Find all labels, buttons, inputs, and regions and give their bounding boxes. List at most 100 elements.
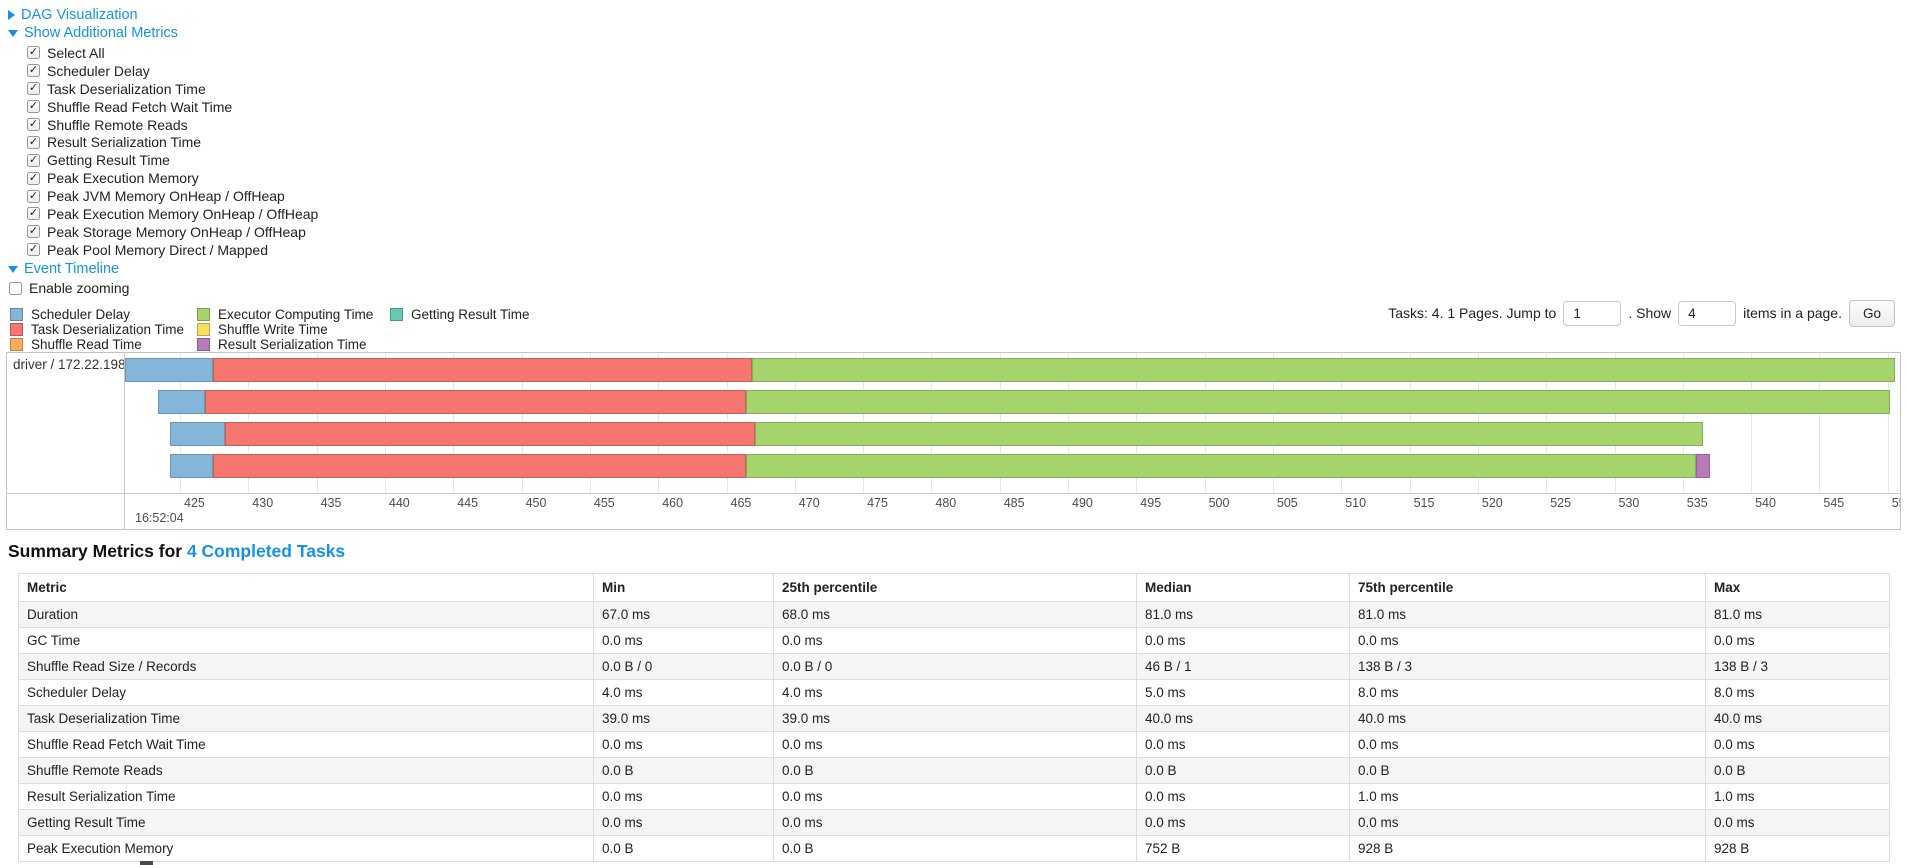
table-row: Shuffle Read Size / Records 0.0 B / 0 0.0 … xyxy=(18,653,1890,680)
metric-checkbox-label[interactable]: Peak Pool Memory Direct / Mapped xyxy=(47,241,268,258)
table-cell: 8.0 ms xyxy=(1349,679,1706,706)
task-pagination: Tasks: 4. 1 Pages. Jump to . Show items … xyxy=(1388,297,1895,329)
event-timeline-label: Event Timeline xyxy=(24,261,120,277)
task-bar-segment-scheduler-delay[interactable] xyxy=(158,390,205,414)
table-cell: Shuffle Read Fetch Wait Time xyxy=(18,731,594,758)
task-bar-segment-task-deserialization-time[interactable] xyxy=(204,390,746,414)
task-bar-segment-executor-computing-time[interactable] xyxy=(745,390,1891,414)
metric-checkbox[interactable]: ✓ xyxy=(27,207,40,221)
items-per-page-input[interactable] xyxy=(1678,300,1737,326)
metric-checkbox-label[interactable]: Task Deserialization Time xyxy=(47,80,206,97)
task-bar-segment-scheduler-delay[interactable] xyxy=(125,358,213,382)
completed-tasks-link[interactable]: 4 Completed Tasks xyxy=(186,541,346,561)
table-header-row: Metric Min 25th percentile Median 75th perce… xyxy=(18,573,1890,602)
jump-to-page-input[interactable] xyxy=(1563,300,1622,326)
legend-item: Shuffle Read Time xyxy=(10,337,197,352)
dag-visualization-label: DAG Visualization xyxy=(21,7,138,23)
table-cell: 0.0 ms xyxy=(593,783,774,810)
task-bar[interactable] xyxy=(170,422,1704,446)
enable-zooming-checkbox[interactable] xyxy=(9,281,22,295)
metric-checkbox[interactable]: ✓ xyxy=(27,243,40,257)
metric-checkbox-label[interactable]: Shuffle Remote Reads xyxy=(47,116,188,133)
axis-tick-label: 425 xyxy=(184,496,205,510)
summary-metrics-table: Metric Min 25th percentile Median 75th perce… xyxy=(18,573,1890,862)
task-bar[interactable] xyxy=(125,358,1895,382)
task-bar-segment-task-deserialization-time[interactable] xyxy=(224,422,756,446)
axis-tick-label: 500 xyxy=(1208,496,1230,510)
metric-checkbox-label[interactable]: Peak JVM Memory OnHeap / OffHeap xyxy=(47,188,285,205)
legend-item-label: Shuffle Read Time xyxy=(31,337,142,352)
table-cell: 0.0 ms xyxy=(1349,731,1706,758)
timeline-label-divider xyxy=(124,353,125,529)
axis-tick-label: 460 xyxy=(662,496,684,510)
metric-checkbox[interactable]: ✓ xyxy=(27,100,40,114)
table-cell: 0.0 ms xyxy=(1136,809,1350,836)
table-cell: 0.0 B xyxy=(593,835,774,862)
metric-checkbox-item: ✓ Peak Execution Memory xyxy=(27,169,318,187)
legend-item-label: Shuffle Write Time xyxy=(218,322,328,337)
metric-checkbox-label[interactable]: Peak Execution Memory xyxy=(47,170,199,187)
table-cell: 0.0 B xyxy=(773,835,1137,862)
table-cell: 0.0 ms xyxy=(773,783,1137,810)
go-button[interactable]: Go xyxy=(1848,299,1895,327)
axis-tick-label: 550 xyxy=(1891,496,1900,510)
metric-checkbox-label[interactable]: Select All xyxy=(47,44,105,61)
metric-checkbox-item: ✓ Task Deserialization Time xyxy=(27,80,318,98)
legend-swatch-icon xyxy=(10,323,23,336)
table-cell: 40.0 ms xyxy=(1349,705,1706,732)
metric-checkbox[interactable]: ✓ xyxy=(27,46,40,60)
task-bar-segment-result-serialization-time[interactable] xyxy=(1696,454,1711,478)
task-bar-segment-scheduler-delay[interactable] xyxy=(170,454,213,478)
show-additional-metrics-toggle[interactable]: Show Additional Metrics xyxy=(8,25,178,41)
table-cell: 0.0 B xyxy=(773,757,1137,784)
metric-checkbox-item: ✓ Getting Result Time xyxy=(27,151,318,169)
event-timeline-toggle[interactable]: Event Timeline xyxy=(8,261,119,277)
metric-checkbox-label[interactable]: Peak Execution Memory OnHeap / OffHeap xyxy=(47,205,319,222)
task-bar-segment-scheduler-delay[interactable] xyxy=(170,422,225,446)
table-row: Shuffle Read Fetch Wait Time 0.0 ms 0.0 ms… xyxy=(18,731,1890,758)
table-cell: 752 B xyxy=(1136,835,1350,862)
axis-tick-label: 465 xyxy=(730,496,752,510)
legend-column: Scheduler Delay Task Deserialization Time… xyxy=(10,307,197,352)
axis-tick-label: 525 xyxy=(1550,496,1572,510)
pagination-between-text: . Show xyxy=(1628,305,1672,321)
metric-checkbox[interactable]: ✓ xyxy=(27,135,40,149)
metric-checkbox-label[interactable]: Result Serialization Time xyxy=(47,134,202,151)
table-cell: 0.0 ms xyxy=(593,731,774,758)
legend-item: Scheduler Delay xyxy=(10,307,197,322)
enable-zooming-label[interactable]: Enable zooming xyxy=(29,280,130,296)
table-cell: 0.0 ms xyxy=(773,627,1137,654)
metric-checkbox[interactable]: ✓ xyxy=(27,82,40,96)
task-bar-segment-executor-computing-time[interactable] xyxy=(745,454,1697,478)
metric-checkbox[interactable]: ✓ xyxy=(27,225,40,239)
metric-checkbox[interactable]: ✓ xyxy=(27,118,40,131)
table-cell: 0.0 ms xyxy=(1705,731,1890,758)
table-cell: GC Time xyxy=(18,627,594,654)
task-bar-segment-executor-computing-time[interactable] xyxy=(752,358,1895,382)
task-bar-segment-task-deserialization-time[interactable] xyxy=(212,358,753,382)
dag-visualization-toggle[interactable]: DAG Visualization xyxy=(8,7,138,23)
table-cell: 68.0 ms xyxy=(773,601,1137,628)
summary-title-prefix: Summary Metrics for xyxy=(8,541,187,561)
task-bar-segment-task-deserialization-time[interactable] xyxy=(212,454,746,478)
metric-checkbox[interactable]: ✓ xyxy=(27,189,40,203)
task-bar[interactable] xyxy=(158,390,1891,414)
table-cell: 40.0 ms xyxy=(1136,705,1350,732)
table-cell: 0.0 B xyxy=(1136,757,1350,784)
task-bar[interactable] xyxy=(170,454,1711,478)
metric-checkbox[interactable]: ✓ xyxy=(27,64,40,78)
table-row: Result Serialization Time 0.0 ms 0.0 ms 0.0… xyxy=(18,783,1890,810)
task-bar-segment-executor-computing-time[interactable] xyxy=(755,422,1704,446)
timeline-group-label: driver / 172.22.198.104 xyxy=(13,357,152,372)
metric-checkbox[interactable]: ✓ xyxy=(27,171,40,185)
table-cell: 4.0 ms xyxy=(593,679,774,706)
metric-checkbox-label[interactable]: Scheduler Delay xyxy=(47,62,150,79)
table-cell: 0.0 ms xyxy=(1349,627,1706,654)
table-cell: 0.0 ms xyxy=(1136,627,1350,654)
metric-checkbox[interactable]: ✓ xyxy=(27,153,40,167)
metric-checkbox-item: ✓ Shuffle Remote Reads xyxy=(27,116,318,134)
metric-checkbox-label[interactable]: Peak Storage Memory OnHeap / OffHeap xyxy=(47,223,306,240)
metric-checkbox-label[interactable]: Shuffle Read Fetch Wait Time xyxy=(47,98,233,115)
metric-checkbox-label[interactable]: Getting Result Time xyxy=(47,152,170,169)
table-row: Duration 67.0 ms 68.0 ms 81.0 ms 81.0 ms 81.0… xyxy=(18,601,1890,628)
